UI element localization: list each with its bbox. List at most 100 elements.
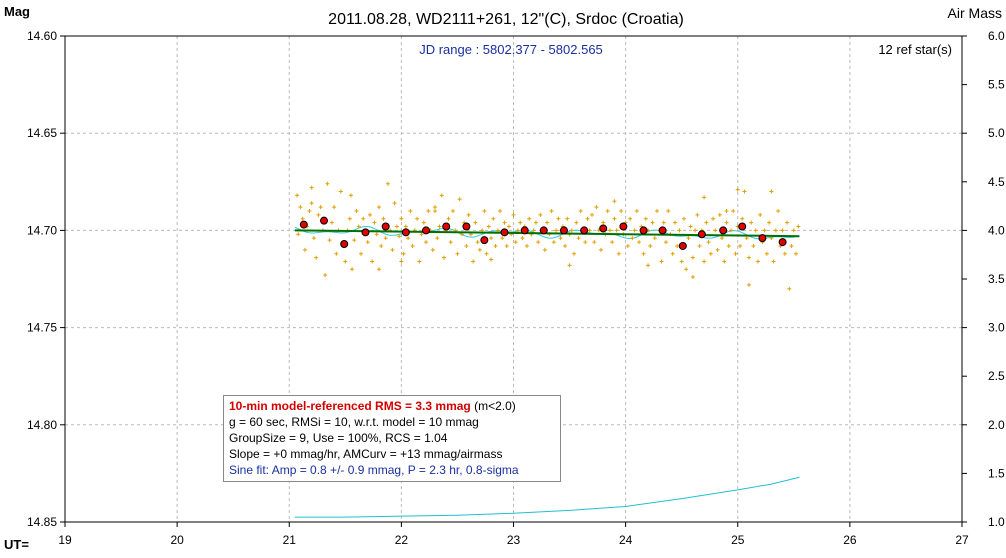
raw-point (399, 216, 404, 221)
raw-point (607, 228, 612, 233)
raw-point (298, 205, 303, 210)
airmass-line (294, 476, 800, 518)
y2-tick-label: 2.0 (988, 418, 1005, 432)
binned-point (559, 226, 568, 235)
binned-point (738, 222, 747, 231)
binned-point (619, 222, 628, 231)
raw-point (464, 243, 469, 248)
raw-point (583, 240, 588, 245)
raw-point (419, 232, 424, 237)
raw-point (569, 228, 574, 233)
raw-point (724, 220, 729, 225)
raw-point (329, 220, 334, 225)
raw-point (632, 228, 637, 233)
raw-point (672, 220, 677, 225)
raw-point (697, 243, 702, 248)
raw-point (565, 216, 570, 221)
chart-title: 2011.08.28, WD2111+261, 12"(C), Srdoc (C… (328, 11, 684, 28)
raw-point (780, 228, 785, 233)
x-ticks: 19 20 21 22 23 24 25 26 27 (58, 522, 969, 547)
raw-point (520, 236, 525, 241)
raw-point (417, 259, 422, 264)
raw-point (625, 243, 630, 248)
y-ticks: 14.60 14.65 14.70 14.75 14.80 14.85 (27, 29, 65, 529)
raw-point (439, 193, 444, 198)
raw-point (740, 216, 745, 221)
x-tick-label: 20 (170, 533, 184, 547)
y2-ticks: 6.0 5.5 5.0 4.5 4.0 3.5 3.0 2.5 2.0 1.5 1.0 (962, 29, 1005, 529)
raw-point (361, 216, 366, 221)
raw-point (486, 224, 491, 229)
raw-point (381, 216, 386, 221)
raw-point (567, 263, 572, 268)
binned-point (462, 222, 471, 231)
raw-point (789, 243, 794, 248)
raw-point (614, 228, 619, 233)
raw-point (715, 247, 720, 252)
raw-point (302, 247, 307, 252)
binned-point (580, 226, 589, 235)
raw-point (482, 208, 487, 213)
raw-point (661, 220, 666, 225)
raw-point (489, 257, 494, 262)
raw-point (746, 282, 751, 287)
raw-point (327, 238, 332, 243)
raw-point (385, 181, 390, 186)
raw-point (455, 251, 460, 256)
raw-point (435, 236, 440, 241)
raw-point (542, 247, 547, 252)
raw-point (794, 251, 799, 256)
y-tick-label: 14.80 (27, 418, 57, 432)
raw-point (426, 208, 431, 213)
raw-point (605, 208, 610, 213)
raw-point (742, 189, 747, 194)
raw-point (576, 236, 581, 241)
raw-point (787, 286, 792, 291)
raw-point (403, 224, 408, 229)
raw-point (392, 201, 397, 206)
y2-tick-label: 4.0 (988, 223, 1005, 237)
raw-point (347, 216, 352, 221)
raw-point (675, 243, 680, 248)
binned-point (340, 240, 349, 249)
raw-point (724, 208, 729, 213)
binned-point (422, 226, 431, 235)
raw-point (598, 247, 603, 252)
binned-point (778, 238, 787, 247)
raw-point (558, 236, 563, 241)
raw-point (791, 228, 796, 233)
x-tick-label: 19 (58, 533, 72, 547)
legend-line-sine: Sine fit: Amp = 0.8 +/- 0.9 mmag, P = 2.… (229, 463, 519, 477)
raw-point (688, 224, 693, 229)
raw-point (554, 228, 559, 233)
raw-point (612, 216, 617, 221)
raw-point (365, 240, 370, 245)
raw-point (702, 259, 707, 264)
x-tick-label: 27 (955, 533, 969, 547)
y-tick-label: 14.60 (27, 29, 57, 43)
raw-point (406, 236, 411, 241)
x-tick-label: 22 (395, 533, 409, 547)
x-tick-label: 24 (619, 533, 633, 547)
jd-range: JD range : 5802.377 - 5802.565 (419, 42, 603, 57)
raw-point (489, 236, 494, 241)
raw-point (383, 236, 388, 241)
raw-point (401, 251, 406, 256)
raw-point (491, 216, 496, 221)
raw-point (334, 251, 339, 256)
raw-point (397, 234, 402, 239)
raw-point (515, 228, 520, 233)
raw-point (538, 212, 543, 217)
stats-legend: 10-min model-referenced RMS = 3.3 mmag (… (223, 395, 561, 482)
raw-point (424, 240, 429, 245)
binned-point (361, 228, 370, 237)
raw-point (713, 228, 718, 233)
raw-point (437, 224, 442, 229)
raw-point (652, 236, 657, 241)
raw-point (693, 228, 698, 233)
raw-point (295, 193, 300, 198)
raw-point (764, 251, 769, 256)
raw-point (356, 224, 361, 229)
raw-point (634, 208, 639, 213)
raw-point (578, 208, 583, 213)
